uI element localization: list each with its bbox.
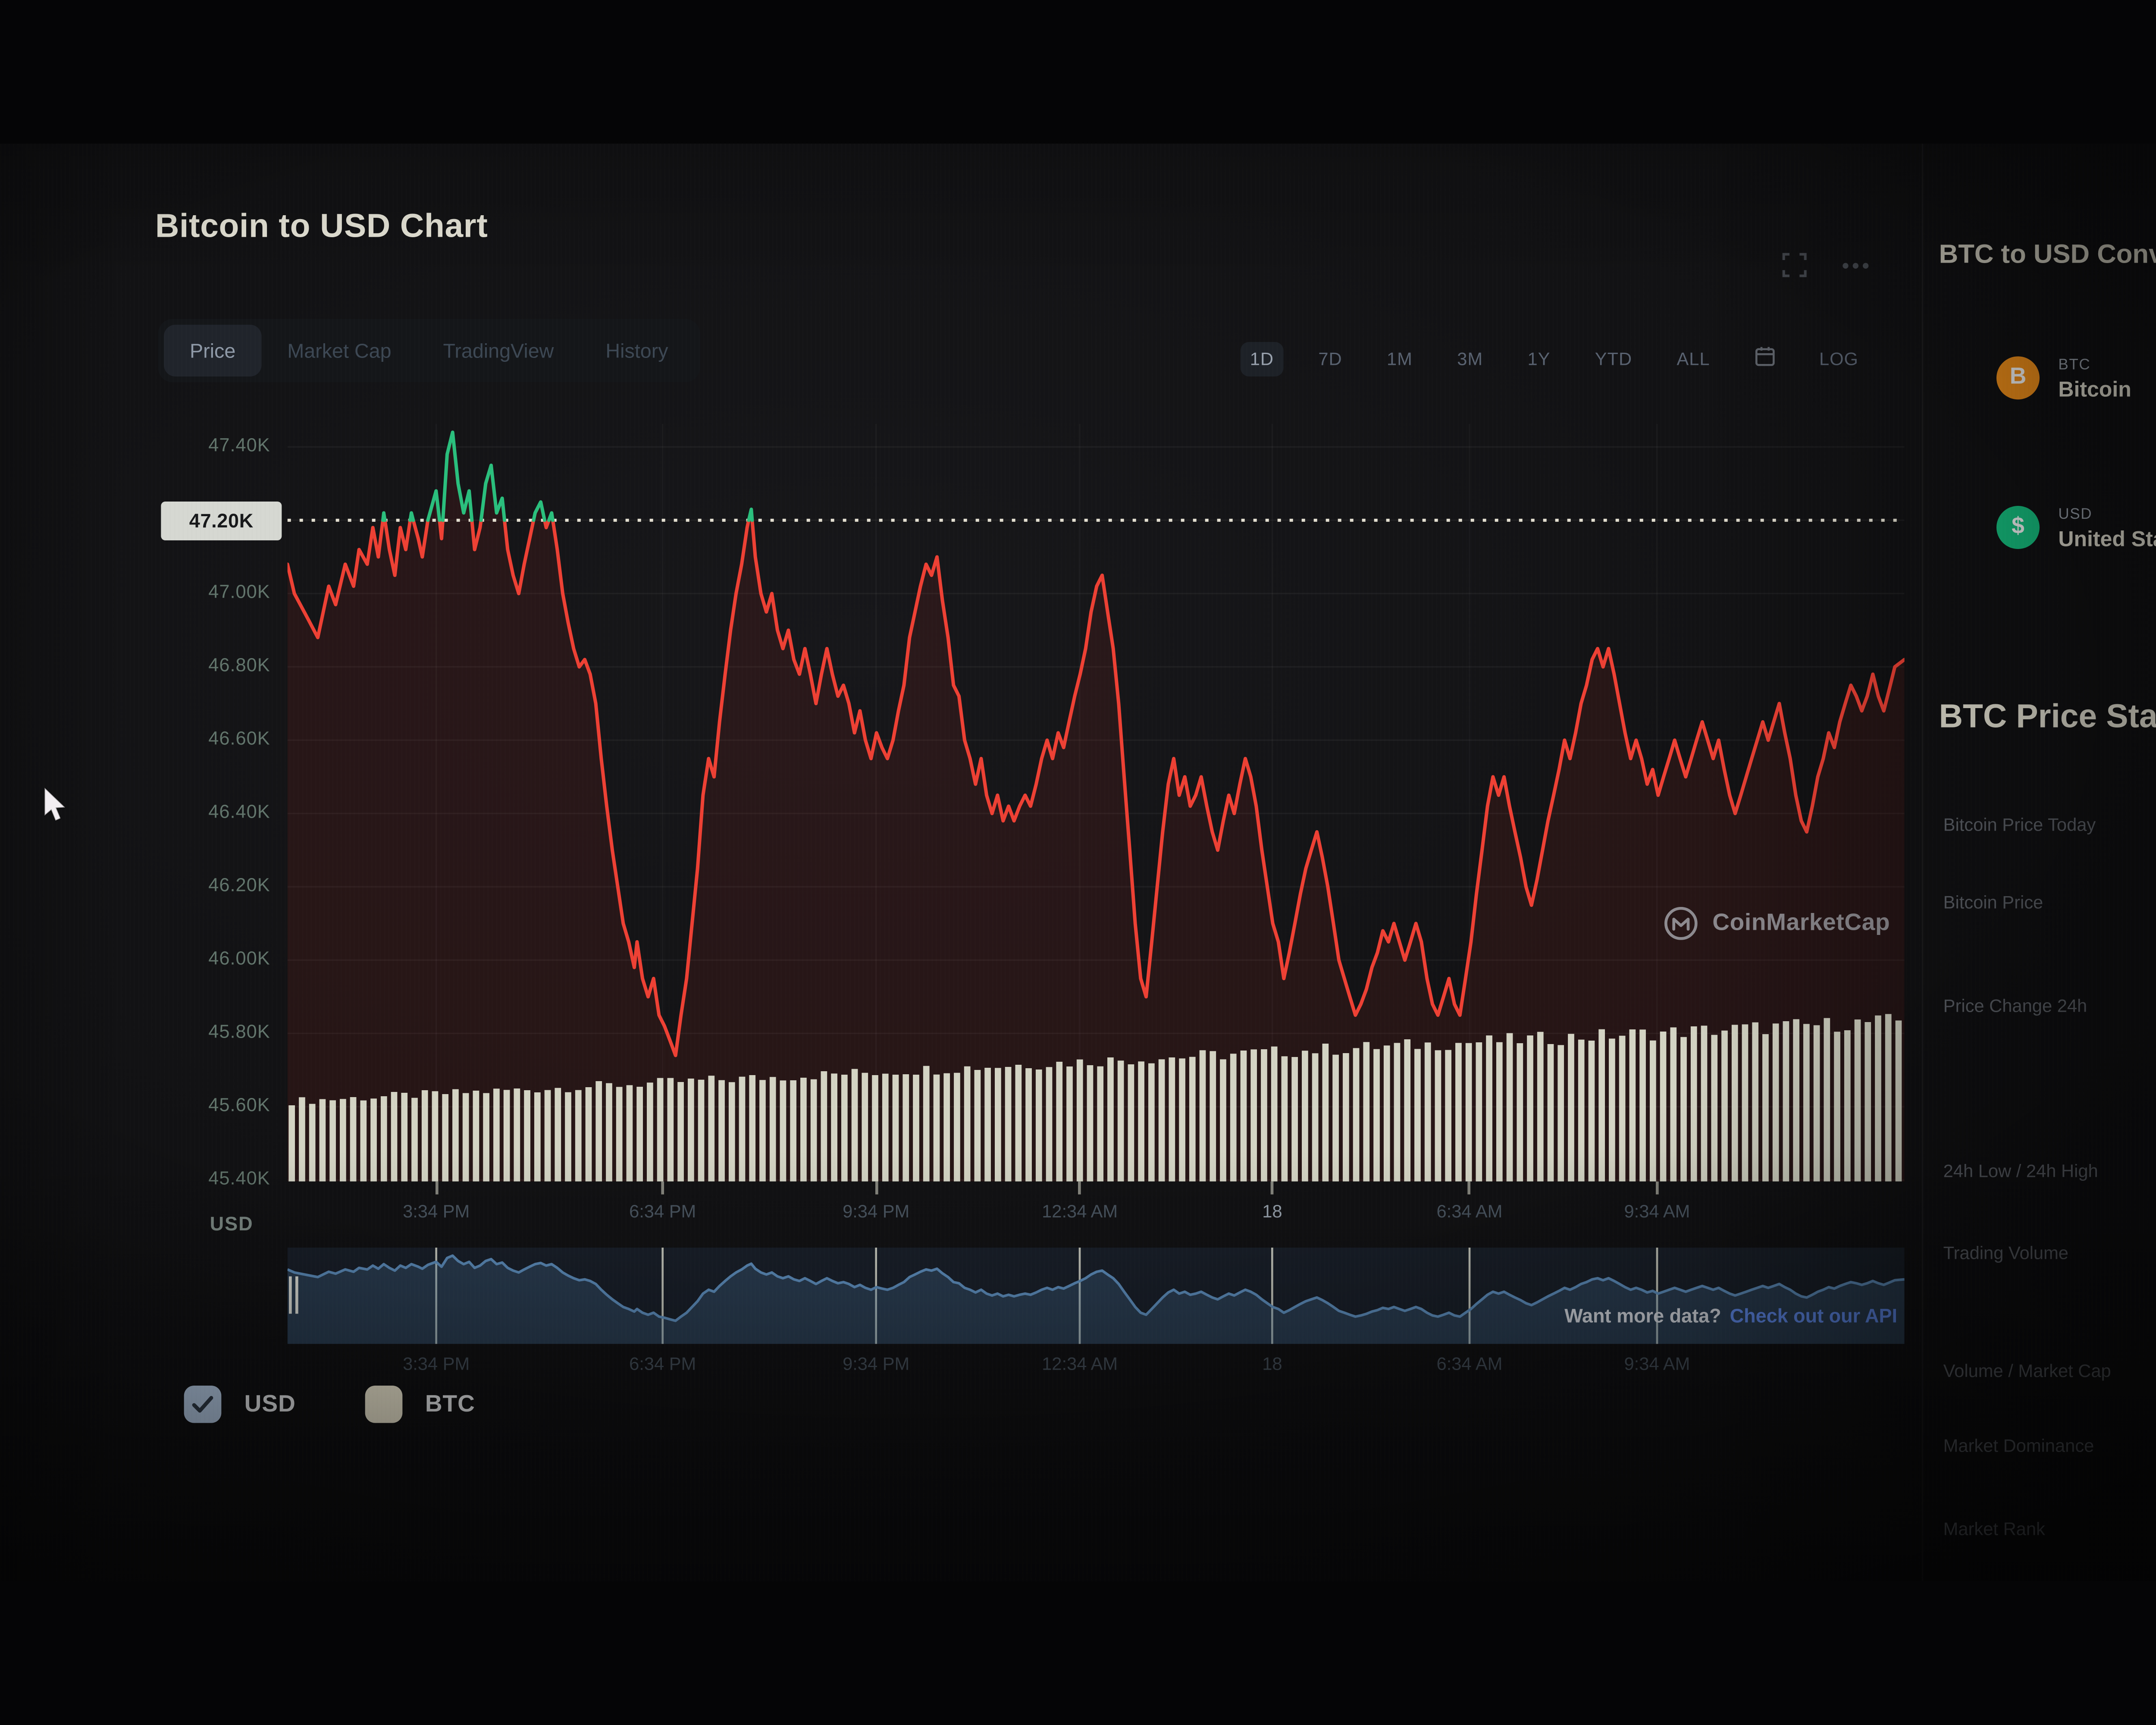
cta-text: Want more data?: [1564, 1305, 1721, 1327]
x-tickmark: [435, 1181, 438, 1195]
range-all[interactable]: ALL: [1677, 348, 1710, 369]
stat-row-trading-volume: Trading Volume: [1943, 1243, 2068, 1264]
x-tick-18: 18: [1262, 1201, 1282, 1222]
y-tick-46-20k: 46.20K: [208, 874, 270, 896]
current-price-badge: 47.20K: [161, 502, 282, 541]
range-1y[interactable]: 1Y: [1527, 348, 1551, 369]
range-7d[interactable]: 7D: [1318, 348, 1342, 369]
converter-title: BTC to USD Converter: [1939, 238, 2156, 269]
y-tick-47-40k: 47.40K: [208, 434, 270, 456]
stats-title: BTC Price Statistics: [1939, 697, 2156, 735]
stat-row-volume-market-cap: Volume / Market Cap: [1943, 1361, 2111, 1382]
legend-checkbox-usd[interactable]: [184, 1386, 222, 1423]
x-tickmark: [661, 1181, 664, 1195]
y-tick-45-60k: 45.60K: [208, 1094, 270, 1116]
legend-label-btc: BTC: [425, 1390, 475, 1417]
x-tick-3-34-pm: 3:34 PM: [403, 1201, 470, 1222]
tab-market-cap[interactable]: Market Cap: [287, 339, 392, 362]
stat-row-bitcoin-price-today: Bitcoin Price Today: [1943, 815, 2096, 835]
legend-item-usd: USD: [184, 1386, 296, 1423]
range-ytd[interactable]: YTD: [1595, 348, 1633, 369]
y-tick-46-80k: 46.80K: [208, 654, 270, 676]
range-switcher: 1D 7D 1M 3M 1Y YTD ALL LOG: [1240, 339, 1868, 378]
x-tick-6-34-pm: 6:34 PM: [629, 1201, 696, 1222]
coin-name: United States Dollar: [2058, 527, 2156, 552]
x-tickmark: [1655, 1181, 1659, 1195]
nav-x-tick-9-34-am: 9:34 AM: [1624, 1354, 1690, 1374]
coin-name: Bitcoin: [2058, 378, 2131, 403]
watermark-text: CoinMarketCap: [1712, 910, 1890, 936]
stat-row-market-dominance: Market Dominance: [1943, 1436, 2094, 1456]
converter-coin-usd[interactable]: $ USD United States Dollar: [1996, 506, 2156, 552]
x-tick-9-34-pm: 9:34 PM: [843, 1201, 910, 1222]
tab-history[interactable]: History: [605, 339, 668, 362]
nav-x-tick-6-34-pm: 6:34 PM: [629, 1354, 696, 1374]
x-tick-12-34-am: 12:34 AM: [1042, 1201, 1118, 1222]
chart-actions: [1782, 253, 1870, 278]
united-states-dollar-coin-icon: $: [1996, 506, 2040, 549]
y-tick-46-00k: 46.00K: [208, 947, 270, 969]
fullscreen-icon[interactable]: [1782, 253, 1807, 278]
page-title: Bitcoin to USD Chart: [155, 207, 488, 245]
bitcoin-coin-icon: B: [1996, 356, 2040, 400]
x-tickmark: [1468, 1181, 1471, 1195]
tab-tradingview[interactable]: TradingView: [443, 339, 554, 362]
price-chart[interactable]: [285, 424, 1906, 1189]
x-tickmark: [1078, 1181, 1081, 1195]
api-link[interactable]: Check out our API: [1730, 1305, 1897, 1327]
x-tickmark: [874, 1181, 877, 1195]
nav-x-tick-12-34-am: 12:34 AM: [1042, 1354, 1118, 1374]
nav-x-tick-6-34-am: 6:34 AM: [1436, 1354, 1503, 1374]
coinmarketcap-logo-icon: [1665, 907, 1698, 940]
legend-item-btc: BTC: [364, 1386, 475, 1423]
stat-row-market-rank: Market Rank: [1943, 1519, 2045, 1540]
mouse-cursor: [43, 786, 75, 831]
coin-symbol: USD: [2058, 506, 2093, 524]
legend-label-usd: USD: [244, 1390, 296, 1417]
tab-price[interactable]: Price: [164, 325, 262, 377]
chart-tabs: Price Market Cap TradingView History: [158, 319, 700, 383]
converter-coin-btc[interactable]: B BTC Bitcoin: [1996, 356, 2131, 403]
legend-checkbox-btc[interactable]: [364, 1386, 402, 1423]
screen: Bitcoin to USD Chart Price Market Cap Trad…: [0, 144, 2156, 1581]
y-axis-unit: USD: [210, 1213, 254, 1235]
x-tick-6-34-am: 6:34 AM: [1436, 1201, 1503, 1222]
y-tick-46-60k: 46.60K: [208, 727, 270, 749]
y-tick-45-80k: 45.80K: [208, 1020, 270, 1042]
y-tick-45-40k: 45.40K: [208, 1167, 270, 1189]
range-1m[interactable]: 1M: [1386, 348, 1413, 369]
stat-row-price-change-24h: Price Change 24h: [1943, 996, 2087, 1016]
stat-row-24h-low-24h-high: 24h Low / 24h High: [1943, 1161, 2098, 1182]
range-3m[interactable]: 3M: [1457, 348, 1483, 369]
more-menu-icon[interactable]: [1841, 261, 1870, 270]
series-legend: USD BTC: [184, 1386, 475, 1423]
log-scale-toggle[interactable]: LOG: [1819, 348, 1858, 369]
y-tick-47-00k: 47.00K: [208, 580, 270, 602]
chart-navigator[interactable]: [287, 1248, 1905, 1351]
coin-symbol: BTC: [2058, 356, 2091, 374]
sidebar-divider: [1921, 144, 1923, 1581]
x-tickmark: [1271, 1181, 1274, 1195]
stat-row-bitcoin-price: Bitcoin Price: [1943, 892, 2043, 913]
watermark: CoinMarketCap: [1664, 906, 1890, 941]
nav-x-tick-3-34-pm: 3:34 PM: [403, 1354, 470, 1374]
calendar-icon[interactable]: [1745, 339, 1785, 378]
range-1d[interactable]: 1D: [1240, 341, 1284, 376]
nav-x-tick-18: 18: [1262, 1354, 1282, 1374]
api-cta: Want more data? Check out our API: [1564, 1305, 1897, 1327]
nav-x-tick-9-34-pm: 9:34 PM: [843, 1354, 910, 1374]
y-tick-46-40k: 46.40K: [208, 800, 270, 822]
x-tick-9-34-am: 9:34 AM: [1624, 1201, 1690, 1222]
